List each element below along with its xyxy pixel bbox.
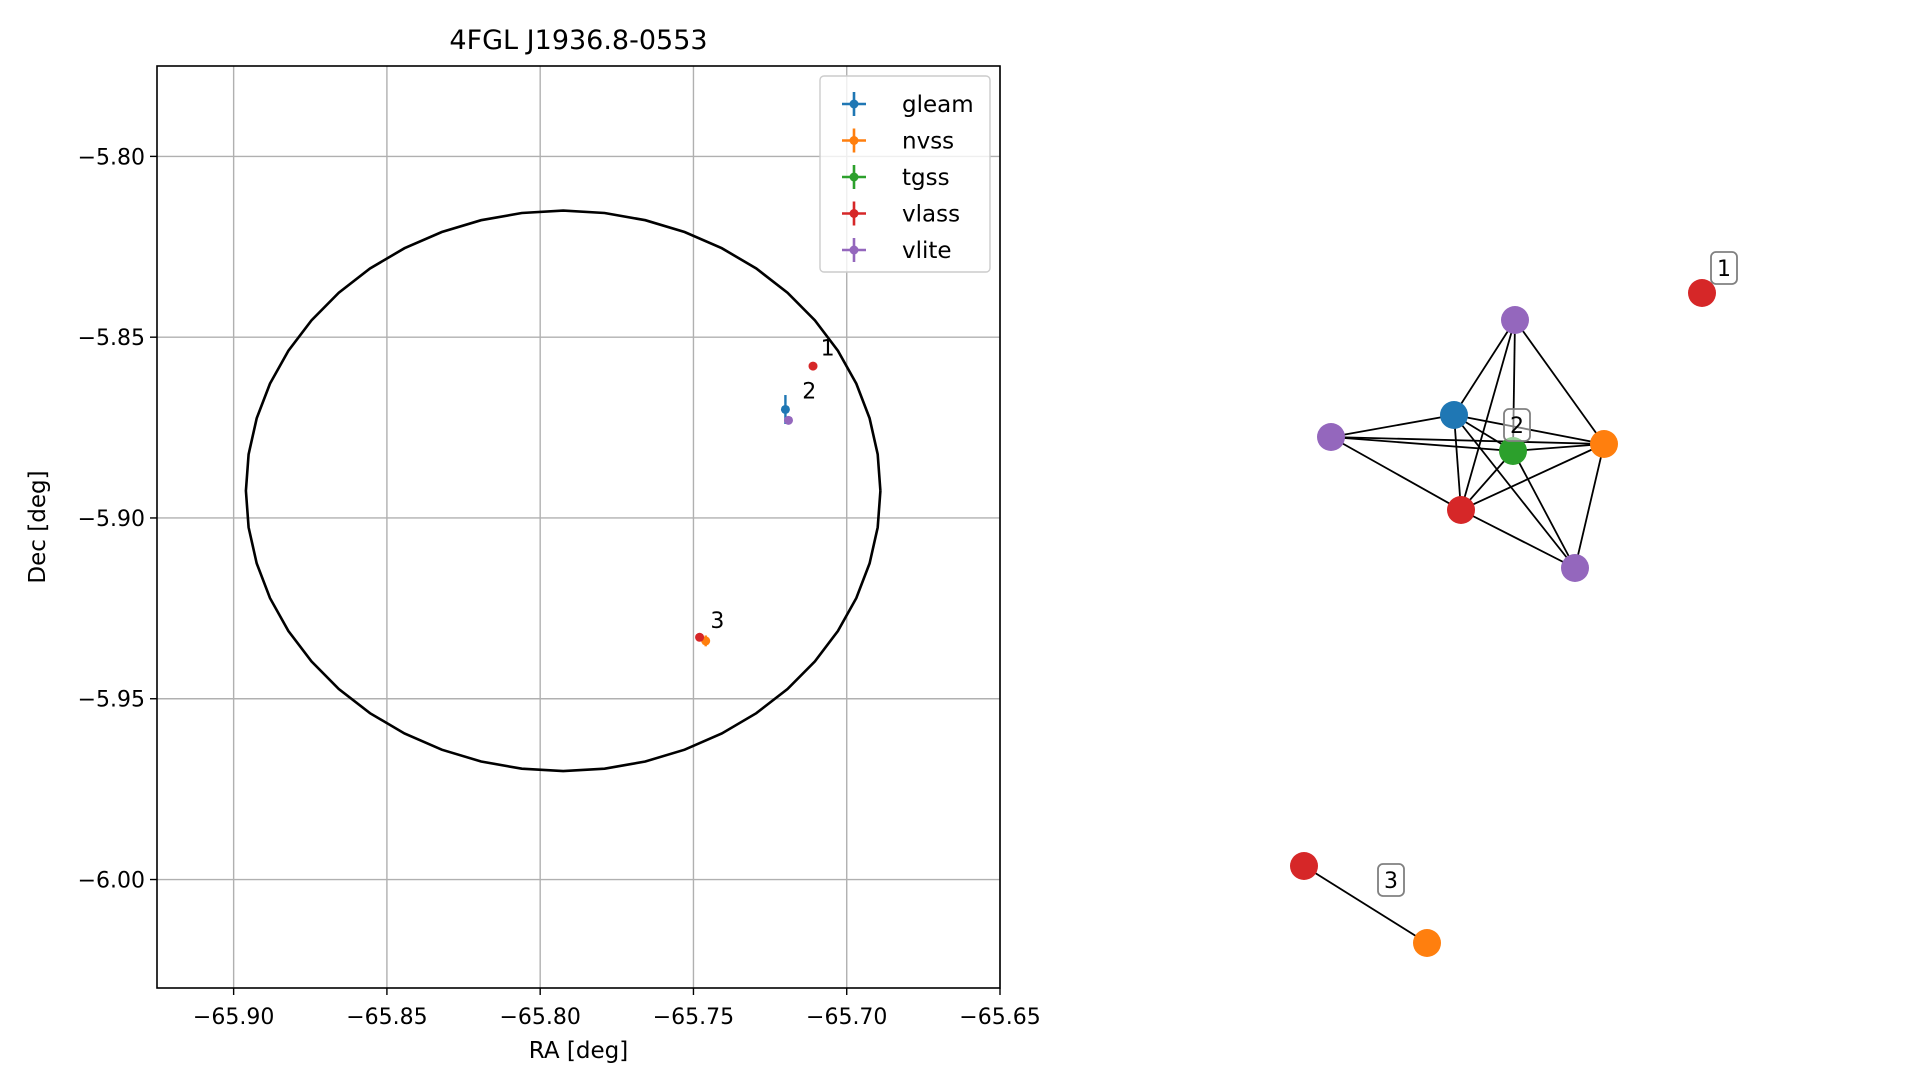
graph-edge	[1512, 443, 1605, 452]
graph-edge	[1330, 414, 1455, 438]
network-graph: 1 2 3	[1290, 251, 1738, 957]
graph-edge	[1330, 436, 1514, 452]
ticks-layer: −65.90 −65.85 −65.80 −65.75 −65.70 −65.65 −5.8…	[78, 145, 1041, 1030]
y-axis-label: Dec [deg]	[25, 470, 51, 583]
y-tick-label: −6.00	[78, 869, 145, 894]
graph-edge	[1330, 436, 1605, 445]
group-label-text: 2	[1510, 414, 1524, 439]
graph-node-nvss	[1590, 430, 1618, 458]
graph-node-vlite	[1317, 423, 1345, 451]
graph-nodes	[1290, 279, 1716, 957]
group-label-text: 3	[1384, 869, 1398, 894]
graph-edge	[1514, 319, 1605, 445]
legend-label-vlass: vlass	[902, 202, 960, 228]
x-tick-label: −65.75	[653, 1005, 734, 1030]
x-tick-label: −65.85	[346, 1005, 427, 1030]
point-annotation: 3	[710, 609, 724, 634]
error-ellipse	[244, 209, 882, 773]
x-tick-label: −65.80	[499, 1005, 580, 1030]
graph-node-vlass	[1688, 279, 1716, 307]
graph-edge	[1453, 319, 1516, 416]
group-label-box	[1503, 408, 1531, 442]
legend-marker-dot	[849, 99, 859, 109]
vlass-point	[808, 361, 818, 371]
legend-label-vlite: vlite	[902, 238, 952, 264]
graph-node-vlass	[1447, 496, 1475, 524]
graph-node-tgss	[1499, 437, 1527, 465]
graph-node-nvss	[1413, 929, 1441, 957]
graph-edges	[1303, 319, 1605, 944]
vlass-point	[695, 632, 705, 642]
graph-edge	[1460, 443, 1605, 511]
data-points-layer	[695, 361, 818, 647]
graph-node-vlass	[1290, 852, 1318, 880]
graph-edge	[1574, 443, 1605, 569]
vlite-point	[783, 415, 793, 425]
group-label-box	[1377, 863, 1405, 897]
legend-box	[819, 75, 991, 273]
group-label-box	[1710, 251, 1738, 285]
axes-frame	[156, 65, 1001, 989]
graph-edge	[1460, 319, 1516, 511]
legend: gleam nvss tgss vlass vlite	[819, 75, 991, 273]
graph-node-gleam	[1440, 401, 1468, 429]
graph-group-labels: 1 2 3	[1377, 251, 1738, 897]
legend-marker-dot	[849, 209, 859, 218]
graph-edge	[1303, 865, 1428, 944]
legend-marker-dot	[849, 136, 859, 145]
legend-marker-dot	[849, 172, 859, 182]
y-tick-label: −5.85	[78, 326, 145, 351]
gleam-point	[780, 404, 790, 414]
y-tick-label: −5.80	[78, 145, 145, 170]
scatter-plot: 12 3 −65.90 −65.85 −65.80 −65.75 −65.70 −65.65…	[25, 25, 1041, 1064]
chart-title: 4FGL J1936.8-0553	[449, 25, 707, 56]
graph-edge	[1460, 509, 1576, 569]
legend-label-tgss: tgss	[902, 165, 950, 191]
graph-edge	[1453, 414, 1462, 511]
x-axis-label: RA [deg]	[529, 1038, 628, 1064]
graph-edge	[1330, 436, 1462, 511]
x-tick-label: −65.70	[806, 1005, 887, 1030]
legend-label-gleam: gleam	[902, 92, 974, 118]
x-tick-label: −65.90	[193, 1005, 274, 1030]
annotation-layer: 12 3	[710, 336, 834, 634]
y-tick-label: −5.90	[78, 507, 145, 532]
y-tick-label: −5.95	[78, 688, 145, 713]
point-annotation: 1	[821, 336, 835, 361]
error-ellipse-layer	[244, 209, 882, 773]
graph-node-vlite	[1561, 554, 1589, 582]
point-annotation: 2	[802, 380, 816, 405]
x-tick-label: −65.65	[959, 1005, 1040, 1030]
legend-marker-dot	[849, 245, 859, 255]
legend-label-nvss: nvss	[902, 129, 954, 155]
graph-edge	[1512, 450, 1576, 569]
graph-node-vlite	[1501, 306, 1529, 334]
group-label-text: 1	[1717, 257, 1731, 282]
